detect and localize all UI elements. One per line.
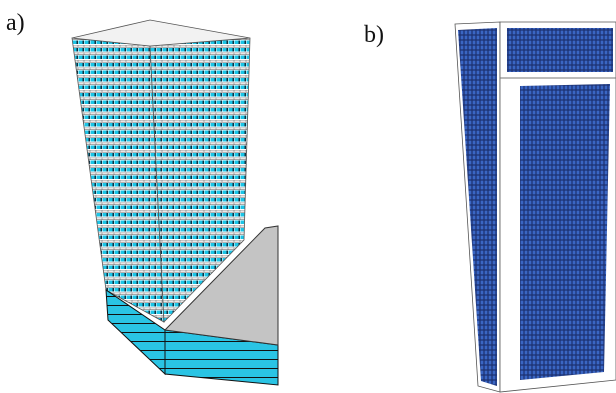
panel-label: b) [364,22,384,48]
building-a [72,20,278,385]
panel-label: a) [6,10,25,36]
figure: a) b) [0,0,616,393]
building-b [455,22,616,392]
